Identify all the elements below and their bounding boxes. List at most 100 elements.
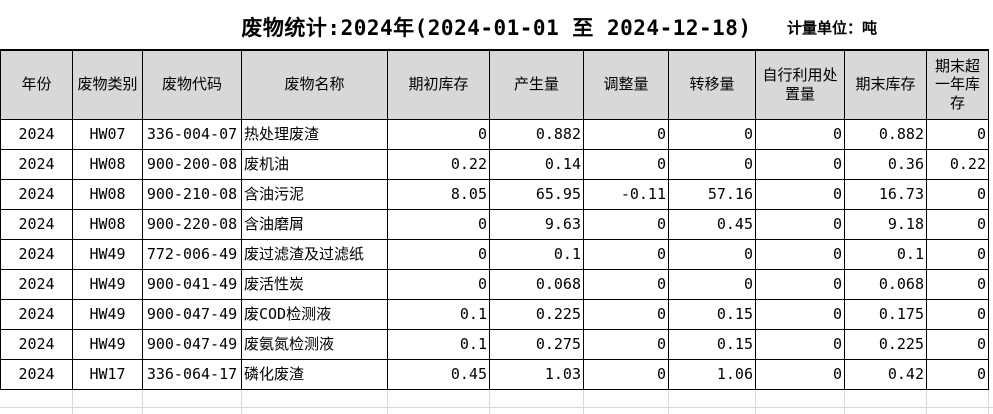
- cell-over-one-year-stock[interactable]: 0: [926, 238, 989, 270]
- cell-closing-stock[interactable]: 16.73: [844, 178, 927, 210]
- cell-adjusted[interactable]: 0: [583, 358, 669, 390]
- cell-opening-stock[interactable]: 0.22: [387, 148, 490, 180]
- cell-category[interactable]: HW17: [72, 358, 143, 390]
- cell-closing-stock[interactable]: 0.882: [844, 118, 927, 150]
- cell-produced[interactable]: 9.63: [489, 208, 584, 240]
- cell-code[interactable]: 900-210-08: [142, 178, 242, 210]
- cell-year[interactable]: 2024: [0, 268, 73, 300]
- cell-name[interactable]: 热处理废渣: [241, 118, 388, 150]
- cell-year[interactable]: 2024: [0, 148, 73, 180]
- cell-transferred[interactable]: 0.15: [668, 298, 756, 330]
- cell-self-disposed[interactable]: 0: [755, 238, 845, 270]
- cell-name[interactable]: 废机油: [241, 148, 388, 180]
- cell-category[interactable]: HW08: [72, 148, 143, 180]
- cell-opening-stock[interactable]: 0: [387, 268, 490, 300]
- cell-transferred[interactable]: 1.06: [668, 358, 756, 390]
- cell-category[interactable]: HW49: [72, 268, 143, 300]
- cell-self-disposed[interactable]: 0: [755, 118, 845, 150]
- cell-transferred[interactable]: 0: [668, 148, 756, 180]
- header-transferred[interactable]: 转移量: [668, 49, 756, 120]
- cell-opening-stock[interactable]: 0.1: [387, 328, 490, 360]
- cell-produced[interactable]: 0.1: [489, 238, 584, 270]
- cell-opening-stock[interactable]: 0.45: [387, 358, 490, 390]
- cell-over-one-year-stock[interactable]: 0: [926, 358, 989, 390]
- cell-name[interactable]: 含油磨屑: [241, 208, 388, 240]
- cell-over-one-year-stock[interactable]: 0: [926, 298, 989, 330]
- cell-year[interactable]: 2024: [0, 118, 73, 150]
- cell-adjusted[interactable]: 0: [583, 328, 669, 360]
- cell-category[interactable]: HW49: [72, 328, 143, 360]
- cell-opening-stock[interactable]: 0: [387, 238, 490, 270]
- cell-year[interactable]: 2024: [0, 298, 73, 330]
- header-name[interactable]: 废物名称: [241, 49, 388, 120]
- cell-code[interactable]: 900-200-08: [142, 148, 242, 180]
- cell-produced[interactable]: 0.225: [489, 298, 584, 330]
- cell-name[interactable]: 含油污泥: [241, 178, 388, 210]
- header-code[interactable]: 废物代码: [142, 49, 242, 120]
- cell-transferred[interactable]: 0: [668, 268, 756, 300]
- cell-closing-stock[interactable]: 0.225: [844, 328, 927, 360]
- cell-code[interactable]: 900-220-08: [142, 208, 242, 240]
- cell-over-one-year-stock[interactable]: 0: [926, 208, 989, 240]
- cell-category[interactable]: HW49: [72, 238, 143, 270]
- cell-adjusted[interactable]: 0: [583, 118, 669, 150]
- cell-year[interactable]: 2024: [0, 328, 73, 360]
- cell-closing-stock[interactable]: 0.42: [844, 358, 927, 390]
- cell-closing-stock[interactable]: 9.18: [844, 208, 927, 240]
- cell-self-disposed[interactable]: 0: [755, 298, 845, 330]
- header-adjusted[interactable]: 调整量: [583, 49, 669, 120]
- header-closing-stock[interactable]: 期末库存: [844, 49, 927, 120]
- cell-self-disposed[interactable]: 0: [755, 358, 845, 390]
- cell-produced[interactable]: 65.95: [489, 178, 584, 210]
- cell-adjusted[interactable]: 0: [583, 208, 669, 240]
- cell-over-one-year-stock[interactable]: 0: [926, 178, 989, 210]
- cell-self-disposed[interactable]: 0: [755, 148, 845, 180]
- cell-adjusted[interactable]: 0: [583, 148, 669, 180]
- header-opening-stock[interactable]: 期初库存: [387, 49, 490, 120]
- cell-self-disposed[interactable]: 0: [755, 328, 845, 360]
- header-self-disposed[interactable]: 自行利用处置量: [755, 49, 845, 120]
- cell-adjusted[interactable]: -0.11: [583, 178, 669, 210]
- cell-code[interactable]: 900-047-49: [142, 298, 242, 330]
- cell-transferred[interactable]: 57.16: [668, 178, 756, 210]
- cell-over-one-year-stock[interactable]: 0.22: [926, 148, 989, 180]
- cell-adjusted[interactable]: 0: [583, 298, 669, 330]
- cell-over-one-year-stock[interactable]: 0: [926, 118, 989, 150]
- cell-name[interactable]: 磷化废渣: [241, 358, 388, 390]
- cell-code[interactable]: 336-064-17: [142, 358, 242, 390]
- cell-transferred[interactable]: 0.45: [668, 208, 756, 240]
- cell-transferred[interactable]: 0: [668, 118, 756, 150]
- cell-produced[interactable]: 0.068: [489, 268, 584, 300]
- header-category[interactable]: 废物类别: [72, 49, 143, 120]
- cell-year[interactable]: 2024: [0, 208, 73, 240]
- cell-transferred[interactable]: 0: [668, 238, 756, 270]
- cell-category[interactable]: HW07: [72, 118, 143, 150]
- cell-opening-stock[interactable]: 0.1: [387, 298, 490, 330]
- cell-code[interactable]: 772-006-49: [142, 238, 242, 270]
- cell-closing-stock[interactable]: 0.175: [844, 298, 927, 330]
- cell-closing-stock[interactable]: 0.1: [844, 238, 927, 270]
- cell-year[interactable]: 2024: [0, 358, 73, 390]
- header-over-one-year-stock[interactable]: 期末超一年库存: [926, 49, 989, 120]
- cell-name[interactable]: 废过滤渣及过滤纸: [241, 238, 388, 270]
- cell-code[interactable]: 900-047-49: [142, 328, 242, 360]
- cell-produced[interactable]: 0.882: [489, 118, 584, 150]
- cell-produced[interactable]: 0.14: [489, 148, 584, 180]
- cell-self-disposed[interactable]: 0: [755, 208, 845, 240]
- cell-name[interactable]: 废氨氮检测液: [241, 328, 388, 360]
- cell-opening-stock[interactable]: 8.05: [387, 178, 490, 210]
- cell-closing-stock[interactable]: 0.36: [844, 148, 927, 180]
- cell-year[interactable]: 2024: [0, 238, 73, 270]
- cell-category[interactable]: HW49: [72, 298, 143, 330]
- cell-category[interactable]: HW08: [72, 178, 143, 210]
- cell-produced[interactable]: 1.03: [489, 358, 584, 390]
- cell-name[interactable]: 废COD检测液: [241, 298, 388, 330]
- cell-opening-stock[interactable]: 0: [387, 118, 490, 150]
- cell-code[interactable]: 336-004-07: [142, 118, 242, 150]
- cell-name[interactable]: 废活性炭: [241, 268, 388, 300]
- cell-code[interactable]: 900-041-49: [142, 268, 242, 300]
- cell-category[interactable]: HW08: [72, 208, 143, 240]
- header-produced[interactable]: 产生量: [489, 49, 584, 120]
- cell-closing-stock[interactable]: 0.068: [844, 268, 927, 300]
- cell-opening-stock[interactable]: 0: [387, 208, 490, 240]
